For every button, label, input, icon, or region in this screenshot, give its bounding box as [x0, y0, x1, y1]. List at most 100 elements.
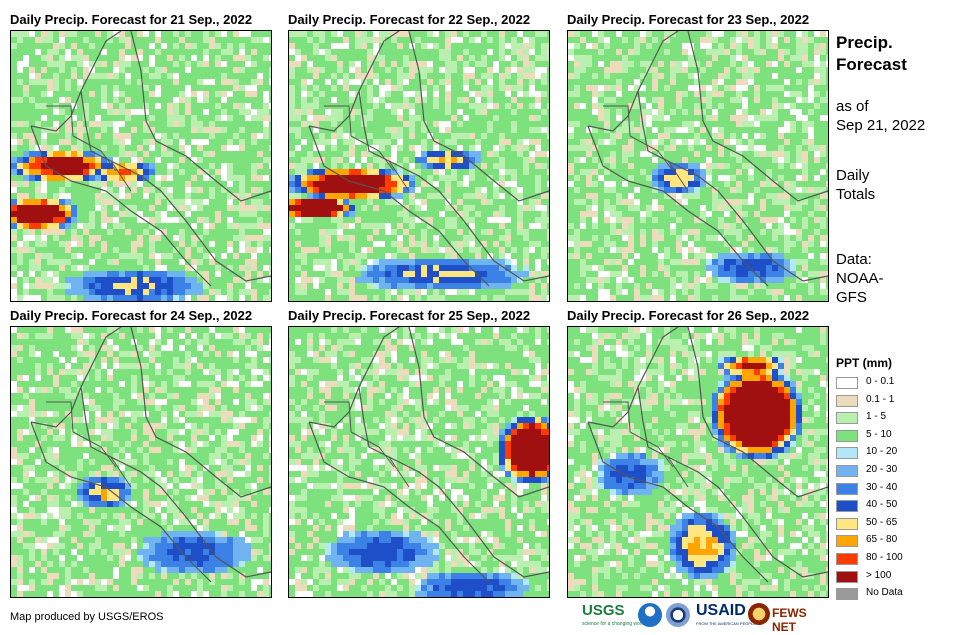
precip-cell [523, 121, 529, 127]
precip-cell [301, 157, 307, 163]
precip-cell [445, 151, 451, 157]
precip-cell [379, 235, 385, 241]
precip-cell [239, 73, 245, 79]
precip-cell [754, 73, 760, 79]
precip-cell [640, 127, 646, 133]
precip-cell [700, 73, 706, 79]
precip-cell [706, 151, 712, 157]
precip-cell [511, 127, 517, 133]
precip-cell [409, 181, 415, 187]
precip-cell [499, 259, 505, 265]
precip-cell [221, 85, 227, 91]
precip-cell [319, 217, 325, 223]
precip-cell [664, 85, 670, 91]
precip-cell [337, 109, 343, 115]
precip-cell [445, 139, 451, 145]
precip-cell [71, 271, 77, 277]
precip-cell [245, 103, 251, 109]
precip-cell [361, 163, 367, 169]
precip-cell [173, 115, 179, 121]
precip-cell [772, 61, 778, 67]
precip-cell [634, 43, 640, 49]
precip-cell [427, 199, 433, 205]
precip-cell [391, 247, 397, 253]
precip-cell [325, 67, 331, 73]
precip-cell [493, 205, 499, 211]
precip-cell [17, 127, 23, 133]
precip-cell [319, 67, 325, 73]
precip-cell [403, 211, 409, 217]
precip-cell [610, 55, 616, 61]
precip-cell [373, 211, 379, 217]
precip-cell [772, 139, 778, 145]
precip-cell [487, 241, 493, 247]
precip-cell [221, 103, 227, 109]
precip-cell [373, 199, 379, 205]
precip-cell [517, 115, 523, 121]
precip-cell [65, 121, 71, 127]
precip-cell [23, 223, 29, 229]
precip-cell [167, 49, 173, 55]
precip-cell [451, 79, 457, 85]
precip-cell [131, 217, 137, 223]
precip-cell [622, 49, 628, 55]
precip-cell [65, 271, 71, 277]
precip-cell [457, 283, 463, 289]
precip-cell [349, 139, 355, 145]
precip-cell [295, 187, 301, 193]
precip-cell [445, 109, 451, 115]
precip-cell [307, 211, 313, 217]
precip-cell [289, 109, 295, 115]
precip-cell [155, 211, 161, 217]
precip-cell [239, 277, 245, 283]
precip-cell [487, 235, 493, 241]
precip-cell [95, 223, 101, 229]
precip-cell [820, 121, 826, 127]
precip-cell [439, 199, 445, 205]
precip-cell [523, 199, 529, 205]
precip-cell [391, 235, 397, 241]
precip-cell [233, 115, 239, 121]
precip-cell [796, 67, 802, 73]
precip-cell [71, 109, 77, 115]
precip-cell [379, 163, 385, 169]
precip-cell [269, 241, 271, 247]
precip-cell [35, 169, 41, 175]
precip-cell [173, 37, 179, 43]
precip-cell [137, 61, 143, 67]
precip-cell [610, 61, 616, 67]
precip-cell [547, 211, 549, 217]
precip-cell [71, 73, 77, 79]
precip-cell [257, 187, 263, 193]
precip-cell [143, 169, 149, 175]
precip-cell [167, 277, 173, 283]
precip-cell [541, 43, 547, 49]
precip-cell [826, 43, 828, 49]
precip-cell [523, 253, 529, 259]
precip-cell [604, 145, 610, 151]
precip-cell [173, 199, 179, 205]
precip-cell [269, 289, 271, 295]
precip-cell [475, 49, 481, 55]
precip-cell [355, 211, 361, 217]
precip-cell [421, 235, 427, 241]
precip-cell [610, 49, 616, 55]
precip-cell [47, 151, 53, 157]
precip-cell [379, 265, 385, 271]
precip-cell [257, 157, 263, 163]
precip-cell [523, 43, 529, 49]
precip-cell [233, 61, 239, 67]
precip-cell [313, 187, 319, 193]
precip-cell [137, 259, 143, 265]
precip-cell [161, 277, 167, 283]
precip-cell [137, 55, 143, 61]
precip-cell [185, 211, 191, 217]
precip-cell [59, 247, 65, 253]
precip-cell [580, 139, 586, 145]
precip-cell [421, 67, 427, 73]
precip-cell [736, 61, 742, 67]
precip-cell [457, 67, 463, 73]
precip-cell [397, 229, 403, 235]
precip-cell [433, 253, 439, 259]
precip-cell [17, 133, 23, 139]
